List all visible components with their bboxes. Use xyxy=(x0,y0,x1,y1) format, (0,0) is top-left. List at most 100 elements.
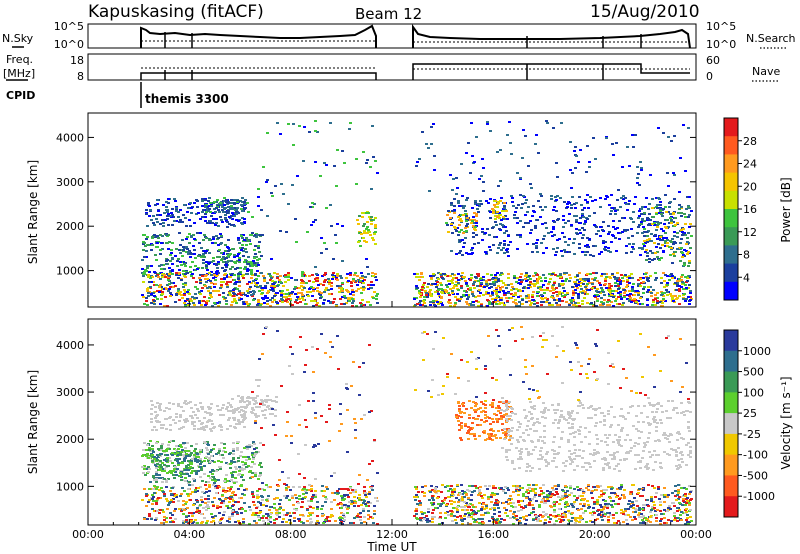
range-cell xyxy=(182,270,185,272)
range-cell xyxy=(449,217,452,219)
range-cell xyxy=(301,271,304,273)
range-cell xyxy=(510,289,513,291)
range-cell xyxy=(227,463,230,465)
range-cell xyxy=(333,472,336,474)
range-cell xyxy=(338,287,341,289)
range-cell xyxy=(229,294,232,296)
range-cell xyxy=(429,301,432,303)
range-cell xyxy=(272,424,275,426)
range-cell xyxy=(371,125,374,127)
range-cell xyxy=(687,206,690,208)
range-cell xyxy=(472,225,475,227)
range-cell xyxy=(199,466,202,468)
range-cell xyxy=(209,211,212,213)
freq-panel: 18 8 60 0 xyxy=(70,53,720,83)
range-cell xyxy=(255,256,258,258)
range-cell xyxy=(192,411,195,413)
range-cell xyxy=(677,498,680,500)
range-cell xyxy=(216,487,219,489)
range-cell xyxy=(527,297,530,299)
range-cell xyxy=(652,299,655,301)
range-cell xyxy=(314,494,317,496)
range-tick-label: 3000 xyxy=(56,176,84,189)
range-cell xyxy=(315,280,318,282)
range-cell xyxy=(212,238,215,240)
range-cell xyxy=(226,406,229,408)
range-cell xyxy=(364,503,367,505)
range-cell xyxy=(433,155,436,157)
range-cell xyxy=(163,305,166,307)
range-cell xyxy=(364,494,367,496)
range-cell xyxy=(235,209,238,211)
range-cell xyxy=(651,198,654,200)
range-cell xyxy=(599,226,602,228)
range-cell xyxy=(183,454,186,456)
range-cell xyxy=(552,226,555,228)
range-cell xyxy=(285,293,288,295)
range-cell xyxy=(624,274,627,276)
range-cell xyxy=(664,232,667,234)
range-cell xyxy=(530,229,533,231)
range-cell xyxy=(553,221,556,223)
range-cell xyxy=(186,467,189,469)
range-cell xyxy=(184,300,187,302)
range-cell xyxy=(605,137,608,139)
range-cell xyxy=(656,207,659,209)
range-cell xyxy=(684,284,687,286)
range-cell xyxy=(231,505,234,507)
range-cell xyxy=(169,490,172,492)
range-cell xyxy=(562,219,565,221)
range-cell xyxy=(557,304,560,306)
range-cell xyxy=(169,295,172,297)
range-cell xyxy=(183,509,186,511)
range-cell xyxy=(201,267,204,269)
range-cell xyxy=(612,305,615,307)
range-cell xyxy=(174,422,177,424)
range-cell xyxy=(228,223,231,225)
range-cell xyxy=(319,283,322,285)
range-cell xyxy=(573,238,576,240)
range-cell xyxy=(149,277,152,279)
range-cell xyxy=(686,277,689,279)
range-cell xyxy=(240,409,243,411)
range-cell xyxy=(230,215,233,217)
range-cell xyxy=(280,294,283,296)
range-cell xyxy=(351,289,354,291)
range-cell xyxy=(688,303,691,305)
range-cell xyxy=(154,406,157,408)
range-cell xyxy=(363,500,366,502)
range-cell xyxy=(156,486,159,488)
range-cell xyxy=(148,281,151,283)
range-cell xyxy=(309,522,312,524)
range-cell xyxy=(159,303,162,305)
range-cell xyxy=(330,501,333,503)
range-cell xyxy=(206,287,209,289)
range-cell xyxy=(177,448,180,450)
range-cell xyxy=(237,395,240,397)
range-cell xyxy=(645,197,648,199)
range-cell xyxy=(670,219,673,221)
range-cell xyxy=(496,295,499,297)
range-cell xyxy=(220,281,223,283)
range-cell xyxy=(243,303,246,305)
range-cell xyxy=(564,294,567,296)
range-cell xyxy=(233,288,236,290)
range-cell xyxy=(310,500,313,502)
range-cell xyxy=(255,402,258,404)
range-cell xyxy=(458,231,461,233)
range-cell xyxy=(654,279,657,281)
range-cell xyxy=(160,487,163,489)
range-cell xyxy=(323,242,326,244)
range-cell xyxy=(660,257,663,259)
range-cell xyxy=(199,451,202,453)
range-cell xyxy=(230,205,233,207)
range-cell xyxy=(603,294,606,296)
range-cell xyxy=(366,212,369,214)
range-cell xyxy=(362,237,365,239)
range-cell xyxy=(288,295,291,297)
range-cell xyxy=(180,446,183,448)
range-cell xyxy=(300,292,303,294)
range-cell xyxy=(312,287,315,289)
range-cell xyxy=(360,418,363,420)
range-cell xyxy=(626,281,629,283)
